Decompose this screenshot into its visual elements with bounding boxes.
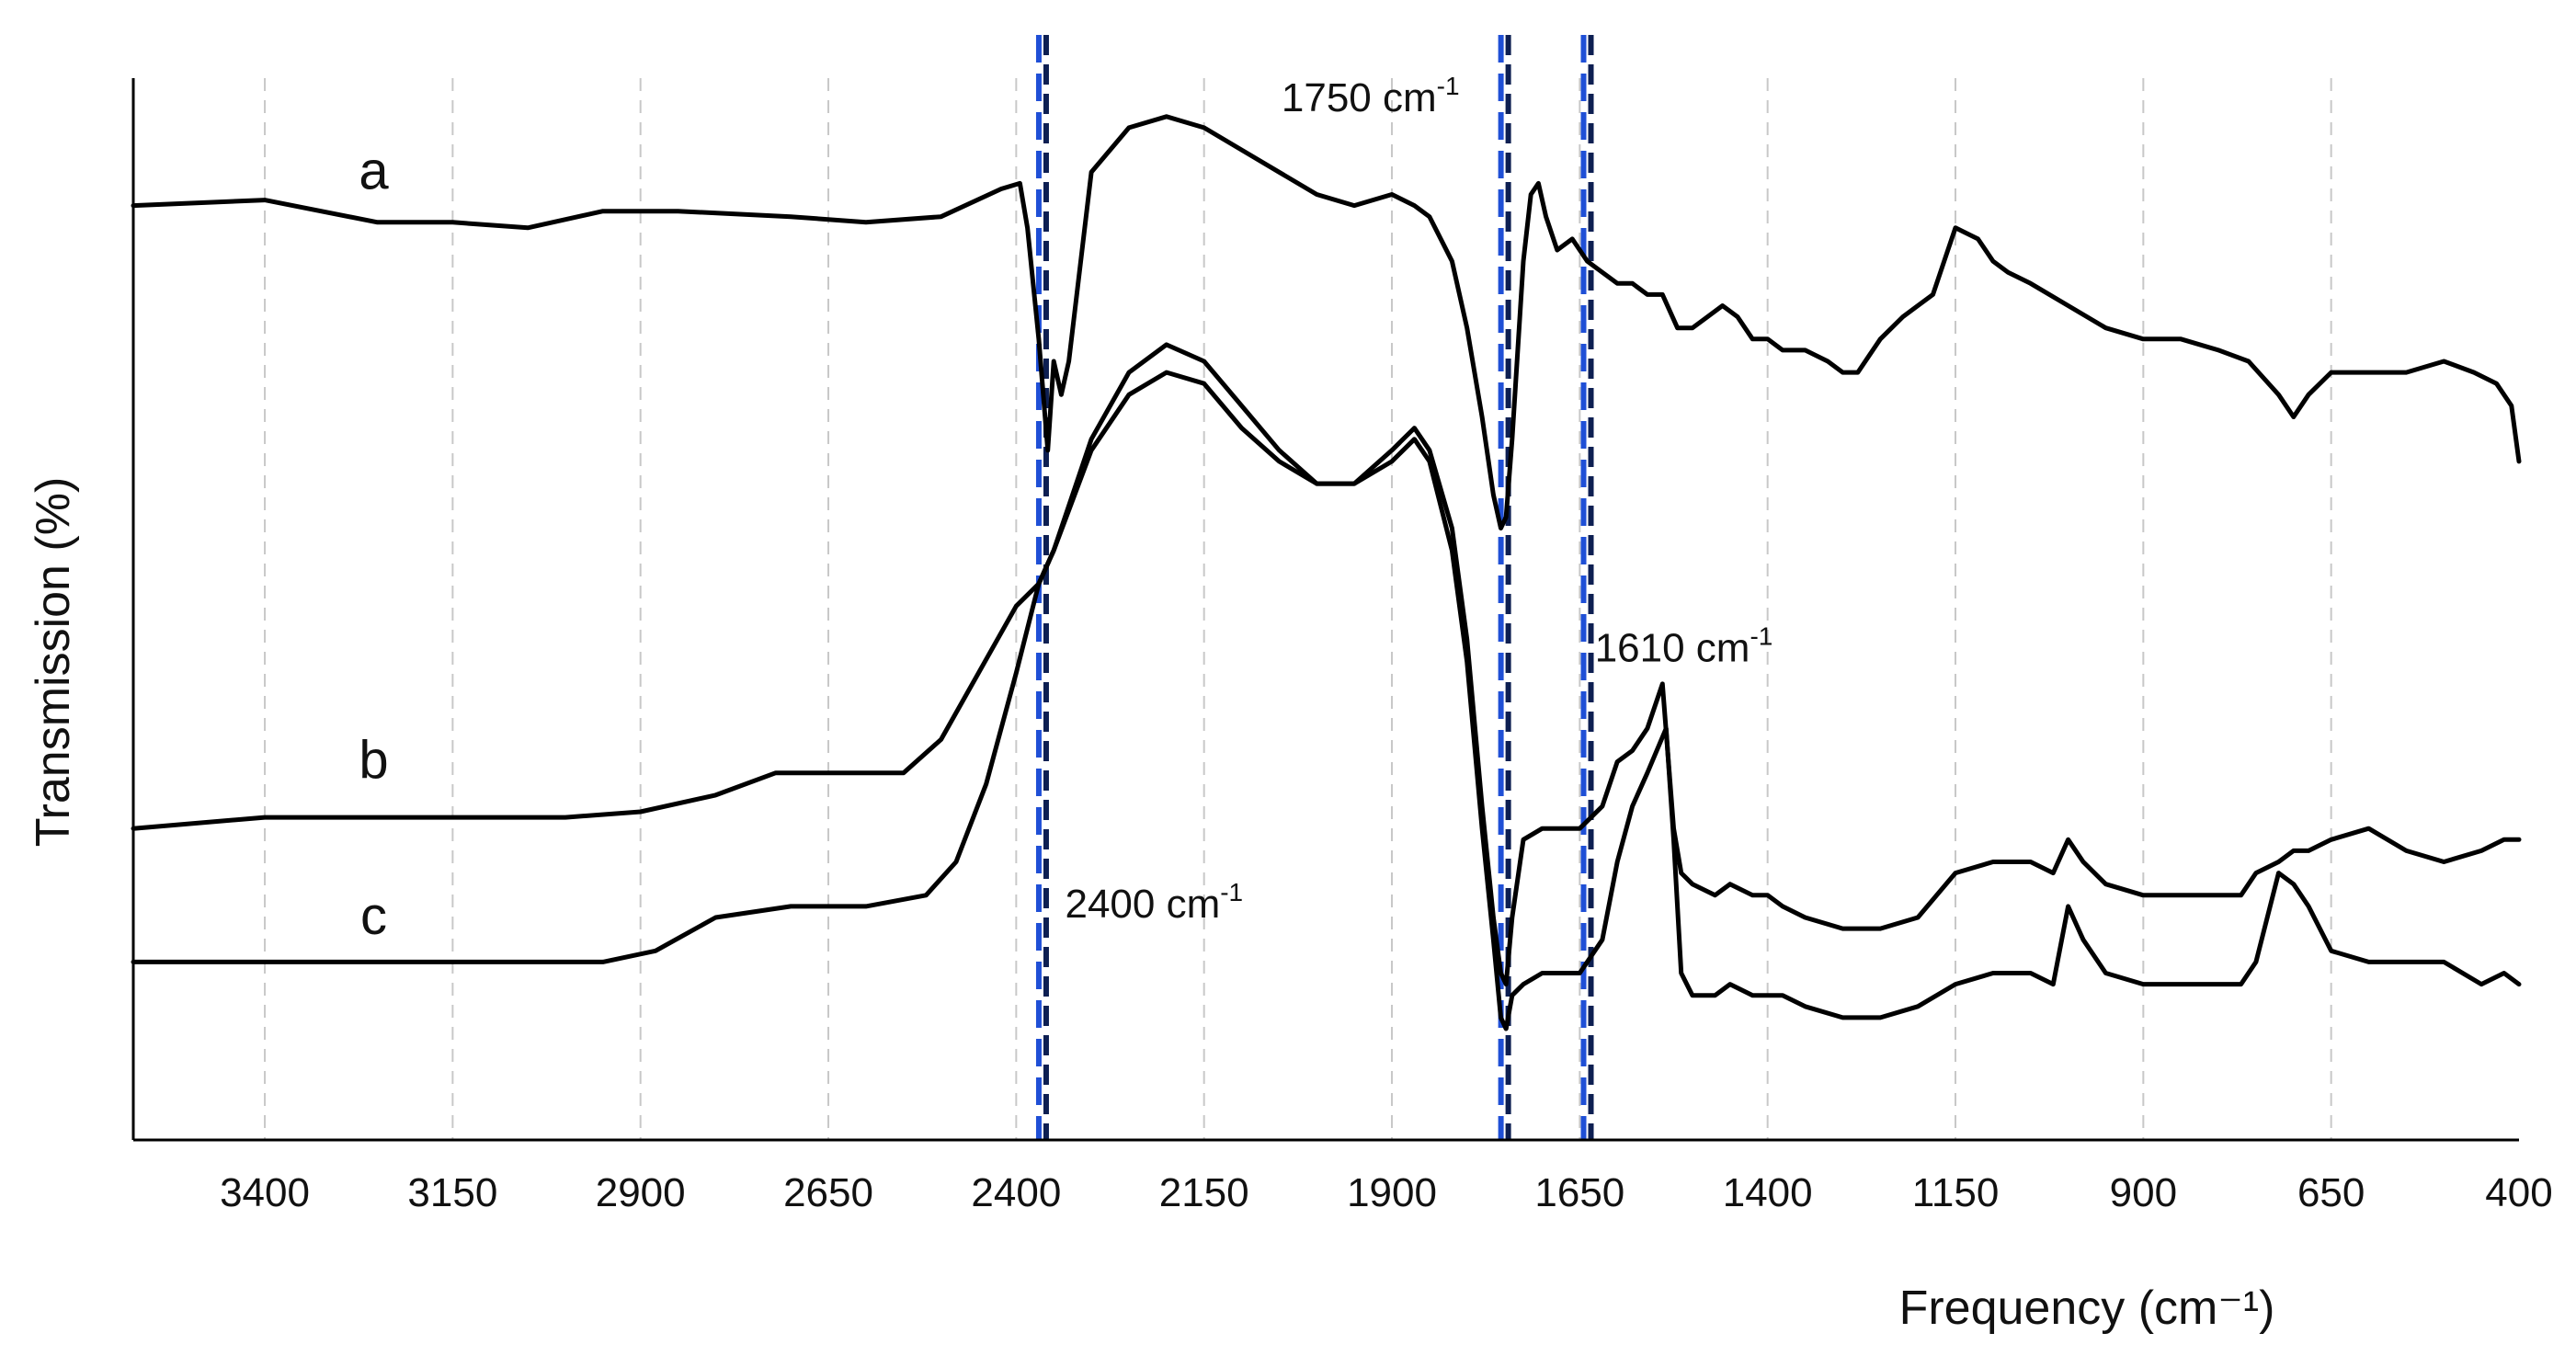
series-lines (131, 114, 2522, 1031)
x-tick-label: 2900 (596, 1170, 686, 1215)
reference-annotation: 1750 cm-1 (1282, 72, 1460, 120)
x-tick-label: 2400 (971, 1170, 1061, 1215)
x-tick-label: 1150 (1912, 1170, 2000, 1215)
series-label-a: a (359, 141, 389, 200)
series-labels: a b c (359, 141, 389, 946)
x-tick-label: 3400 (220, 1170, 310, 1215)
series-label-b: b (359, 731, 388, 791)
axes (131, 78, 2519, 1142)
x-tick-label: 1650 (1534, 1170, 1624, 1215)
reference-annotation: 1610 cm-1 (1595, 622, 1773, 671)
x-tick-label: 400 (2485, 1170, 2552, 1215)
series-line-a (131, 114, 2522, 530)
reference-annotation: 2400 cm-1 (1065, 878, 1243, 927)
x-tick-label: 1400 (1723, 1170, 1813, 1215)
x-tick-label: 900 (2110, 1170, 2177, 1215)
x-axis-title: Frequency (cm⁻¹) (1899, 1282, 2275, 1335)
vertical-gridlines (264, 78, 2332, 1140)
x-tick-label: 650 (2297, 1170, 2365, 1215)
x-tick-label: 1900 (1347, 1170, 1437, 1215)
x-tick-labels: 3400 3150 2900 2650 2400 2150 1900 1650 1400 1150… (220, 1170, 2553, 1215)
x-tick-label: 2150 (1159, 1170, 1249, 1215)
x-tick-label: 2650 (783, 1170, 873, 1215)
series-line-b (131, 342, 2522, 987)
y-axis-title: Transmission (%) (27, 477, 80, 848)
series-label-c: c (360, 886, 387, 946)
series-line-c (131, 370, 2522, 1031)
annotations: 2400 cm-1 1750 cm-1 1610 cm-1 (1065, 72, 1772, 927)
x-tick-label: 3150 (407, 1170, 497, 1215)
